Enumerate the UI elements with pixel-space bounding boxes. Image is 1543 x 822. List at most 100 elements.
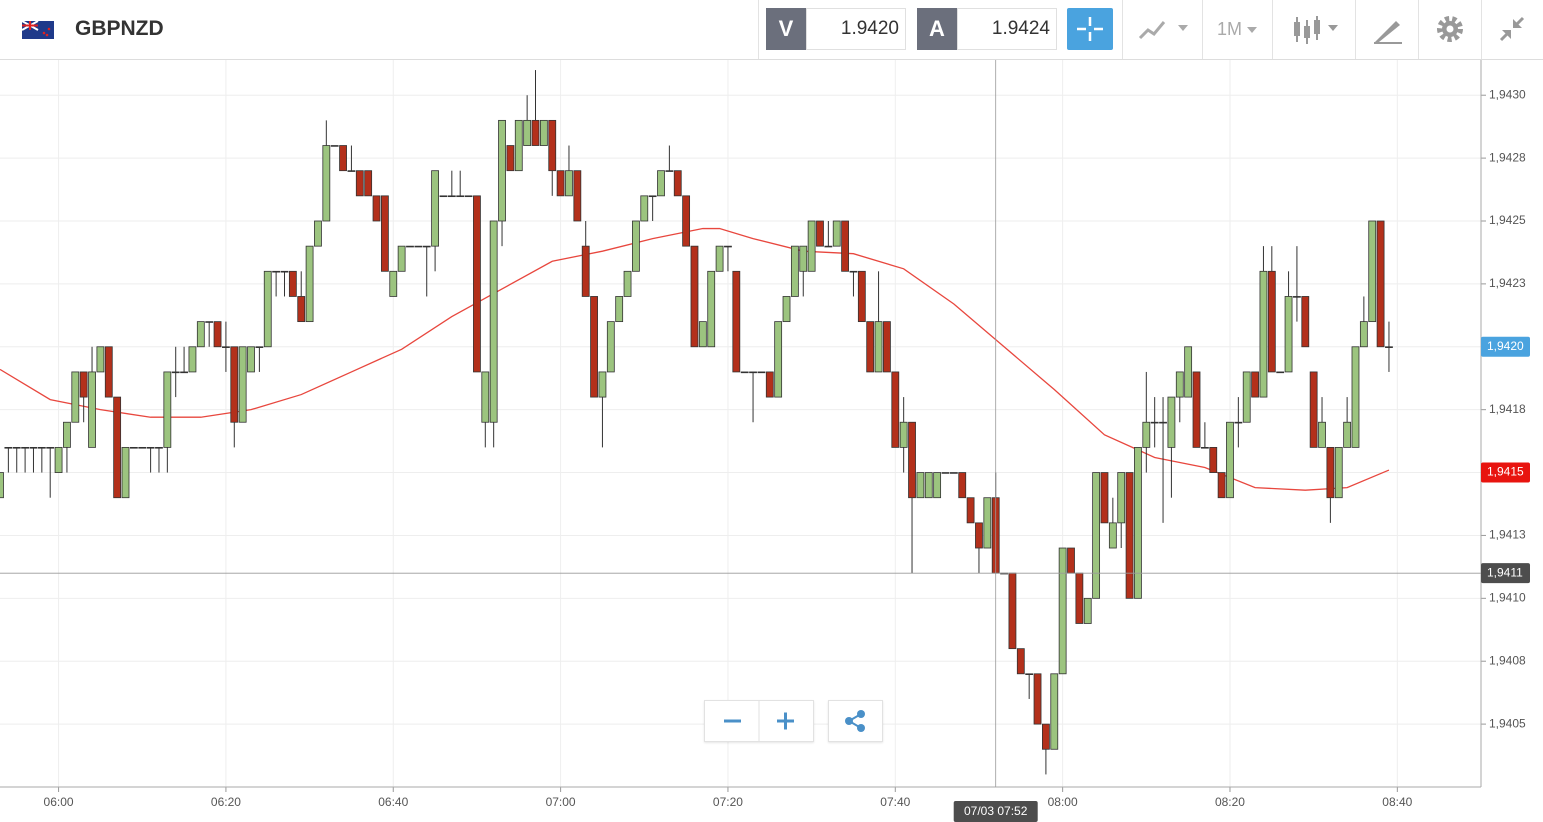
candle-body (874, 321, 883, 373)
candle-body (774, 321, 783, 398)
candle-body (765, 371, 774, 398)
candle-body (380, 195, 389, 272)
candle-body (1309, 371, 1318, 448)
x-tick-label: 07:40 (880, 795, 910, 809)
candle-body (1050, 673, 1059, 750)
x-tick-label: 07:20 (713, 795, 743, 809)
candle-button[interactable] (1288, 14, 1348, 46)
candle-body (46, 446, 55, 449)
candle-body (364, 170, 373, 197)
candle-body (1192, 371, 1201, 448)
candle-body (565, 170, 573, 197)
candle-body (347, 170, 356, 172)
candle-body (832, 220, 841, 247)
candle-body (339, 145, 347, 172)
candle-body (1016, 648, 1025, 675)
separator (758, 0, 759, 59)
crosshair-x-label: 07/03 07:52 (964, 804, 1028, 818)
settings-button[interactable] (1435, 14, 1465, 44)
price-tag (1481, 336, 1530, 357)
candle-body (849, 270, 858, 273)
candle-body (1326, 446, 1335, 499)
collapse-button[interactable] (1497, 14, 1527, 44)
y-tick-label: 1,9425 (1489, 213, 1526, 227)
candle-body (196, 321, 205, 348)
candle-body (447, 195, 456, 198)
x-tick-label: 06:00 (44, 795, 74, 809)
candle-body (1008, 572, 1017, 650)
candle-body (816, 220, 824, 247)
candle-body (121, 446, 130, 499)
candle-body (1301, 296, 1310, 348)
candle-body (1067, 547, 1075, 574)
candle-body (1042, 723, 1050, 750)
candle-body (1167, 396, 1176, 448)
ask-value[interactable]: 1.9424 (957, 8, 1057, 50)
candle-body (824, 245, 833, 248)
candle-body (205, 321, 214, 323)
crosshair-y-box (1481, 563, 1530, 584)
candle-body (1343, 421, 1352, 448)
x-tick-label: 06:20 (211, 795, 241, 809)
candle-body (238, 346, 247, 423)
symbol: GBPNZD (75, 17, 164, 40)
candle-body (841, 220, 849, 272)
candle-body (247, 346, 255, 373)
candle-body (866, 321, 875, 373)
y-tick-label: 1,9430 (1489, 87, 1526, 101)
candle-body (606, 321, 615, 373)
candle-body (1058, 547, 1067, 675)
timeframe-button[interactable]: 1M (1217, 19, 1259, 40)
candle-body (280, 270, 289, 273)
candle-body (263, 270, 272, 348)
y-tick-label: 1,9428 (1489, 150, 1526, 164)
candle-body (1217, 472, 1226, 499)
candle-body (414, 245, 423, 248)
candle-body (63, 421, 71, 448)
candle-body (372, 195, 381, 222)
candle-body (1284, 296, 1293, 373)
candle-body (54, 446, 63, 473)
candle-body (665, 170, 674, 172)
candle-body (422, 245, 431, 248)
candle-body (464, 195, 473, 198)
candle-body (272, 270, 281, 273)
candle-body (297, 296, 306, 323)
crosshair-button[interactable] (1067, 8, 1113, 50)
candle-body (1251, 371, 1259, 398)
candle-body (916, 472, 925, 499)
candle-body (4, 446, 13, 449)
candle-body (539, 119, 548, 146)
candle-body (305, 245, 314, 323)
candle-body (473, 195, 481, 373)
candle-body (740, 371, 749, 374)
candle-body (1083, 597, 1092, 624)
candle-body (213, 321, 222, 348)
candle-body (941, 472, 950, 474)
candle-body (1359, 321, 1368, 348)
x-tick-label: 07:00 (546, 795, 576, 809)
chart-type-button[interactable] (1138, 16, 1198, 44)
candle-body (648, 195, 657, 198)
separator (1122, 0, 1123, 59)
candle-body (673, 170, 682, 197)
candle-body (1385, 346, 1393, 348)
candle-body (498, 119, 506, 222)
candle-body (138, 446, 147, 449)
candle-body (682, 195, 691, 247)
candle-body (12, 446, 21, 449)
y-tick-label: 1,9405 (1489, 716, 1526, 730)
draw-button[interactable] (1372, 16, 1404, 44)
candle-body (891, 371, 900, 448)
candle-body (481, 371, 490, 423)
candle-body (1293, 296, 1301, 298)
candle-body (899, 421, 908, 448)
candle-body (1108, 522, 1117, 549)
candle-body (715, 245, 724, 272)
candle-body (506, 145, 515, 172)
candle-body (330, 145, 339, 147)
bid-value[interactable]: 1.9420 (806, 8, 906, 50)
share-button[interactable] (828, 700, 883, 742)
candle-body (949, 472, 958, 474)
